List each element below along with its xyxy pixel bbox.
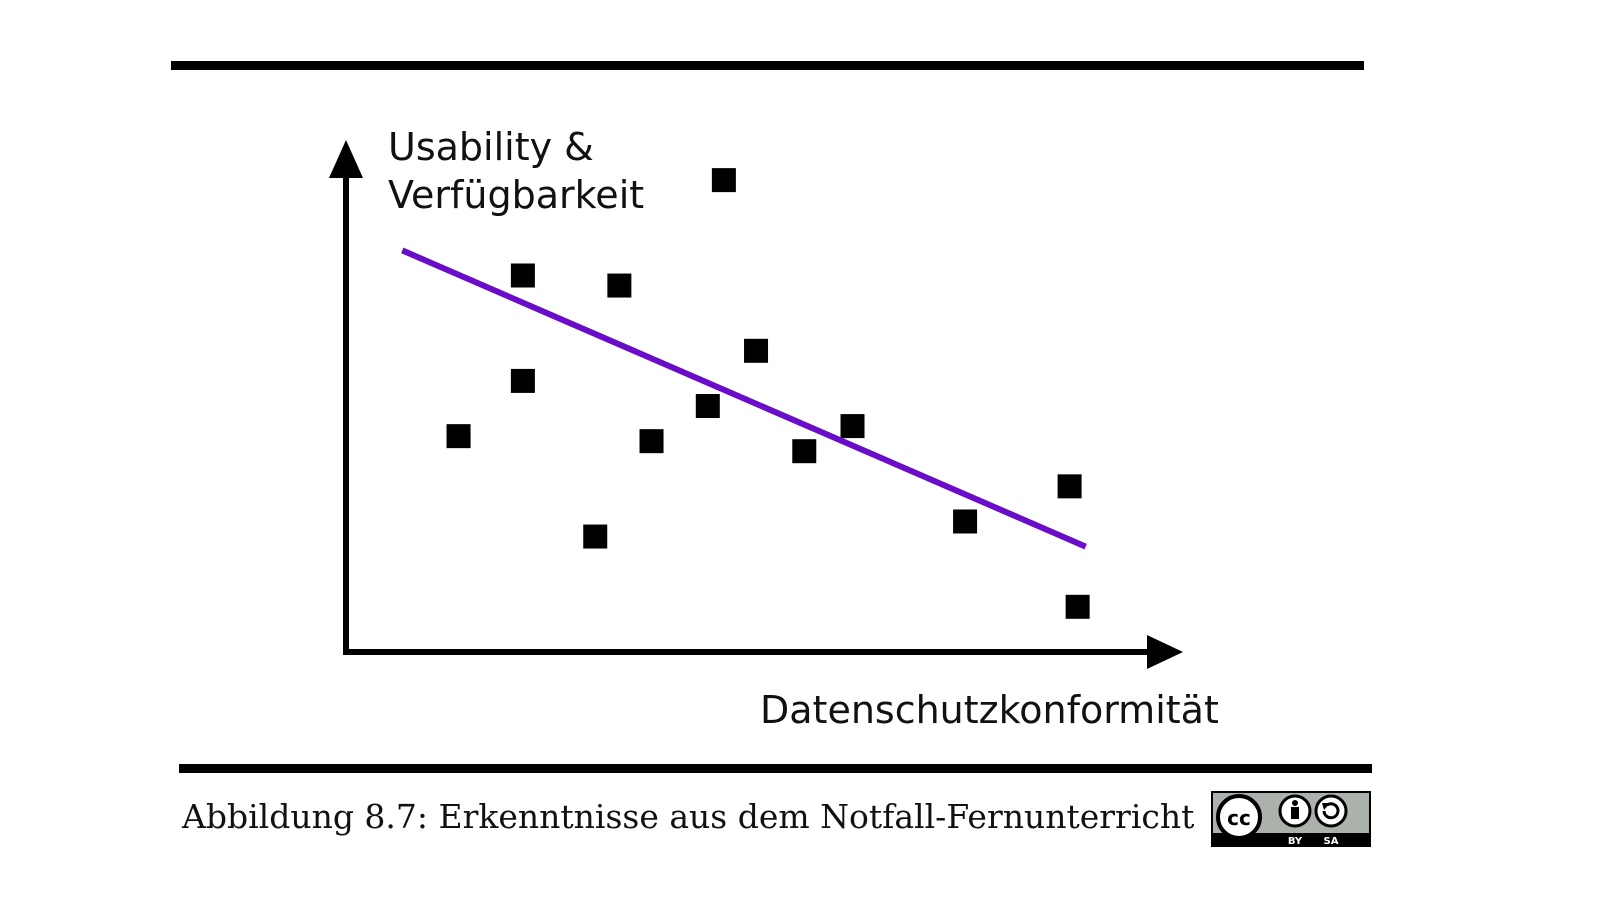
figure-caption: Abbildung 8.7: Erkenntnisse aus dem Notf…: [182, 797, 1195, 836]
data-points: [446, 168, 1090, 619]
x-axis-arrow-icon: [1147, 635, 1183, 669]
data-point-11: [840, 414, 865, 439]
data-point-13: [1057, 474, 1082, 499]
axes: [329, 140, 1183, 669]
cc-letters: cc: [1227, 806, 1251, 830]
y-axis-label-line-2: Verfügbarkeit: [388, 173, 645, 217]
data-point-14: [1065, 594, 1090, 619]
y-axis-arrow-icon: [329, 140, 363, 178]
top-rule: [171, 61, 1364, 70]
license-label-by: BY: [1288, 836, 1303, 847]
y-axis-label: Usability & Verfügbarkeit: [388, 123, 644, 219]
data-point-9: [744, 338, 769, 363]
cc-circle-icon: [1216, 794, 1262, 840]
y-axis-label-line-1: Usability &: [388, 125, 594, 169]
attribution-body: [1291, 807, 1299, 819]
data-point-10: [792, 439, 817, 464]
x-axis-label: Datenschutzkonformität: [760, 688, 1219, 732]
attribution-head: [1292, 800, 1298, 806]
license-label-sa: SA: [1324, 836, 1339, 847]
share-alike-icon: [1314, 794, 1348, 828]
data-point-8: [711, 168, 736, 193]
data-point-2: [510, 368, 535, 393]
data-point-6: [639, 429, 664, 454]
data-point-3: [510, 263, 535, 288]
cc-by-sa-icon[interactable]: cc BY SA: [1211, 791, 1371, 847]
data-point-1: [446, 424, 471, 449]
bottom-rule: [179, 764, 1372, 773]
share-alike-arrow: [1322, 802, 1340, 820]
data-point-12: [953, 509, 978, 534]
data-point-4: [583, 524, 608, 549]
trend-line: [401, 247, 1087, 550]
data-point-7: [695, 394, 720, 419]
data-point-5: [607, 273, 632, 298]
share-alike-arrowhead: [1322, 803, 1330, 810]
